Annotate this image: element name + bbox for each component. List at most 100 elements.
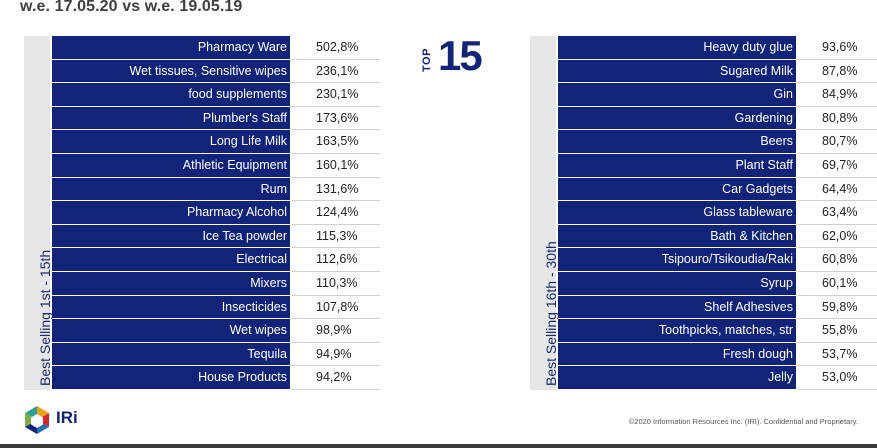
category-label: Electrical: [52, 248, 290, 271]
table-row: Insecticides 107,8%: [52, 295, 380, 320]
growth-value: 53,7%: [798, 343, 877, 367]
growth-value: 55,8%: [798, 319, 877, 343]
category-label: Tsipouro/Tsikoudia/Raki: [558, 248, 796, 271]
left-rows: Pharmacy Ware 502,8% Wet tissues, Sensitiv…: [52, 36, 380, 390]
growth-value: 230,1%: [292, 83, 380, 107]
table-row: Beers 80,7%: [558, 130, 877, 154]
category-label: Pharmacy Alcohol: [52, 201, 290, 224]
category-label: Plumber's Staff: [52, 106, 290, 130]
growth-value: 173,6%: [292, 107, 380, 131]
growth-value: 110,3%: [292, 272, 380, 296]
right-side-label: Best Selling 16th - 30th: [543, 241, 559, 386]
growth-value: 59,8%: [798, 296, 877, 320]
table-row: Pharmacy Ware 502,8%: [52, 36, 380, 60]
category-label: Car Gadgets: [558, 177, 796, 201]
growth-value: 502,8%: [292, 36, 380, 60]
growth-value: 112,6%: [292, 248, 380, 272]
table-row: Plant Staff 69,7%: [558, 153, 877, 178]
growth-value: 107,8%: [292, 296, 380, 320]
growth-value: 53,0%: [798, 366, 877, 390]
growth-value: 84,9%: [798, 83, 877, 107]
category-label: Heavy duty glue: [558, 36, 796, 59]
table-row: Electrical 112,6%: [52, 248, 380, 272]
category-label: Shelf Adhesives: [558, 295, 796, 319]
growth-value: 115,3%: [292, 225, 380, 249]
table-row: Syrup 60,1%: [558, 271, 877, 296]
top-word: TOP: [421, 48, 433, 72]
category-label: Fresh dough: [558, 342, 796, 366]
category-label: Gardening: [558, 106, 796, 130]
growth-value: 63,4%: [798, 201, 877, 225]
category-label: Syrup: [558, 271, 796, 295]
category-label: Jelly: [558, 366, 796, 389]
table-row: Fresh dough 53,7%: [558, 342, 877, 367]
growth-value: 60,1%: [798, 272, 877, 296]
table-row: Wet tissues, Sensitive wipes 236,1%: [52, 59, 380, 84]
category-label: Wet tissues, Sensitive wipes: [52, 59, 290, 83]
left-side-label: Best Selling 1st - 15th: [37, 249, 53, 386]
category-label: House Products: [52, 366, 290, 389]
growth-value: 80,8%: [798, 107, 877, 131]
growth-value: 98,9%: [292, 319, 380, 343]
copyright-text: ©2020 Information Resources Inc. (IRI). …: [628, 417, 858, 426]
category-label: Rum: [52, 177, 290, 201]
category-label: Sugared Milk: [558, 59, 796, 83]
table-row: House Products 94,2%: [52, 366, 380, 390]
table-row: Toothpicks, matches, str 55,8%: [558, 319, 877, 343]
growth-value: 60,8%: [798, 248, 877, 272]
table-row: Wet wipes 98,9%: [52, 319, 380, 343]
table-row: Glass tableware 63,4%: [558, 201, 877, 225]
table-row: Long Life Milk 163,5%: [52, 130, 380, 154]
top-number: 15: [438, 32, 483, 79]
table-row: Ice Tea powder 115,3%: [52, 224, 380, 249]
table-row: food supplements 230,1%: [52, 83, 380, 107]
left-side-bar: Best Selling 1st - 15th: [24, 36, 53, 390]
category-label: Tequila: [52, 342, 290, 366]
iri-logo-icon: [25, 406, 49, 434]
growth-value: 131,6%: [292, 178, 380, 202]
category-label: food supplements: [52, 83, 290, 106]
growth-value: 69,7%: [798, 154, 877, 178]
category-label: Mixers: [52, 271, 290, 295]
growth-value: 124,4%: [292, 201, 380, 225]
table-row: Sugared Milk 87,8%: [558, 59, 877, 84]
table-row: Car Gadgets 64,4%: [558, 177, 877, 202]
category-label: Glass tableware: [558, 201, 796, 224]
growth-value: 62,0%: [798, 225, 877, 249]
category-label: Insecticides: [52, 295, 290, 319]
category-label: Gin: [558, 83, 796, 106]
table-row: Gin 84,9%: [558, 83, 877, 107]
table-row: Tequila 94,9%: [52, 342, 380, 367]
table-row: Shelf Adhesives 59,8%: [558, 295, 877, 320]
category-label: Plant Staff: [558, 153, 796, 177]
table-row: Gardening 80,8%: [558, 106, 877, 131]
footer-divider: [0, 444, 877, 448]
category-label: Long Life Milk: [52, 130, 290, 153]
table-row: Pharmacy Alcohol 124,4%: [52, 201, 380, 225]
table-row: Bath & Kitchen 62,0%: [558, 224, 877, 249]
table-row: Heavy duty glue 93,6%: [558, 36, 877, 60]
growth-value: 163,5%: [292, 130, 380, 154]
growth-value: 160,1%: [292, 154, 380, 178]
table-row: Mixers 110,3%: [52, 271, 380, 296]
table-row: Jelly 53,0%: [558, 366, 877, 390]
category-label: Beers: [558, 130, 796, 153]
growth-value: 87,8%: [798, 60, 877, 84]
growth-value: 94,2%: [292, 366, 380, 390]
logo-text: IRi: [56, 408, 78, 427]
category-label: Pharmacy Ware: [52, 36, 290, 59]
page-title: w.e. 17.05.20 vs w.e. 19.05.19: [20, 0, 243, 15]
category-label: Athletic Equipment: [52, 153, 290, 177]
growth-value: 64,4%: [798, 178, 877, 202]
category-label: Ice Tea powder: [52, 224, 290, 248]
category-label: Wet wipes: [52, 319, 290, 342]
right-rows: Heavy duty glue 93,6% Sugared Milk 87,8% Gin…: [558, 36, 877, 390]
table-row: Plumber's Staff 173,6%: [52, 106, 380, 131]
category-label: Bath & Kitchen: [558, 224, 796, 248]
growth-value: 80,7%: [798, 130, 877, 154]
growth-value: 94,9%: [292, 343, 380, 367]
category-label: Toothpicks, matches, str: [558, 319, 796, 342]
right-side-bar: Best Selling 16th - 30th: [530, 36, 559, 390]
table-row: Rum 131,6%: [52, 177, 380, 202]
table-row: Athletic Equipment 160,1%: [52, 153, 380, 178]
